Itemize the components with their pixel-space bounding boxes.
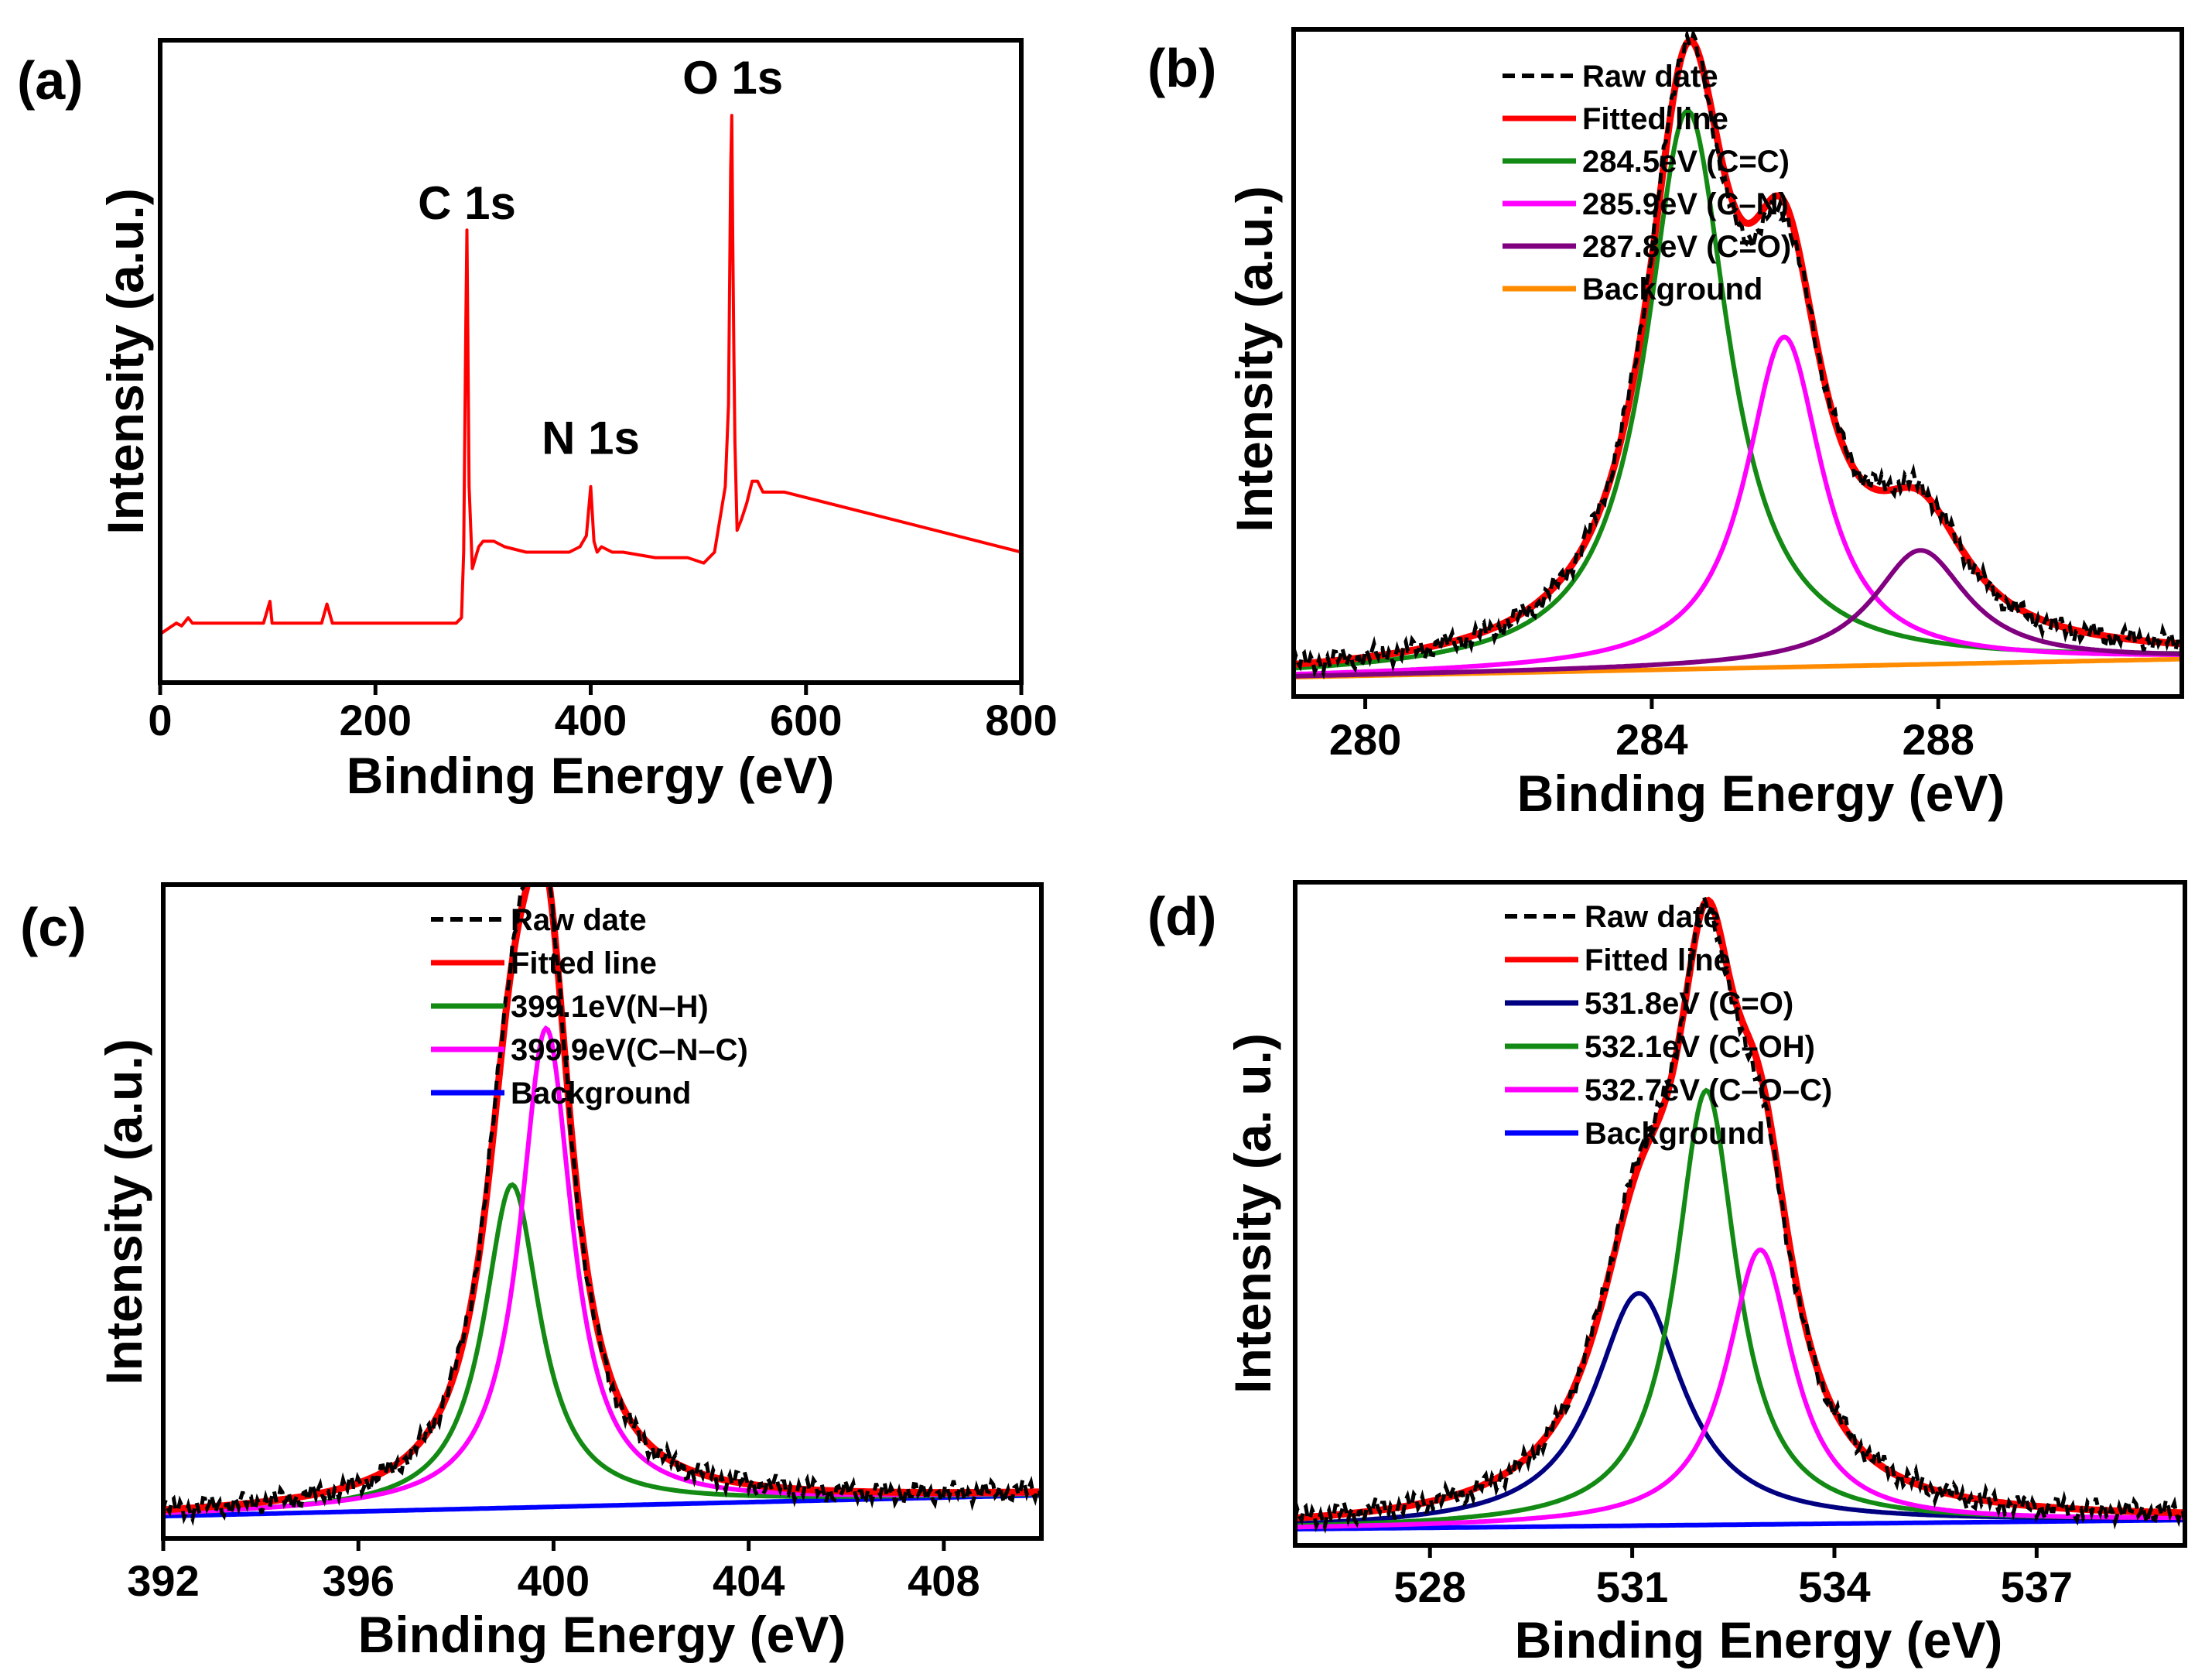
panel-d-legend-label: Raw date bbox=[1585, 900, 1721, 934]
panel-b-series-group bbox=[1294, 29, 2182, 680]
panel-c-y-axis-title: Intensity (a.u.) bbox=[95, 1039, 152, 1384]
panel-d-series-background bbox=[1295, 1518, 2185, 1532]
panel-a-series-survey bbox=[160, 114, 1021, 635]
panel-d-legend-label: Fitted line bbox=[1585, 943, 1731, 977]
panel-a-series-group bbox=[160, 114, 1021, 635]
panel-b-x-tick-label: 280 bbox=[1329, 715, 1401, 764]
panel-d-legend-label: 532.1eV (C–OH) bbox=[1585, 1030, 1815, 1064]
panel-a-annotation-c-1s: C 1s bbox=[418, 177, 516, 229]
panel-c-series-group bbox=[163, 885, 1041, 1526]
panel-d-series-group bbox=[1295, 896, 2185, 1534]
panel-c-x-tick-label: 396 bbox=[323, 1556, 395, 1605]
panel-c-legend-label: 399.9eV(C–N–C) bbox=[511, 1033, 748, 1067]
panel-d-x-tick-label: 534 bbox=[1798, 1562, 1870, 1611]
panel-c-x-tick-label: 392 bbox=[127, 1556, 199, 1605]
panel-d-y-axis-title: Intensity (a. u.) bbox=[1224, 1033, 1281, 1394]
panel-c-legend: Raw date Fitted line 399.1eV(N–H) 399.9eV(C… bbox=[431, 903, 748, 1111]
panel-c-legend-label: 399.1eV(N–H) bbox=[511, 990, 709, 1024]
panel-c-legend-label: Fitted line bbox=[511, 946, 657, 981]
panel-b-plot: 280 284 288 bbox=[1294, 29, 2182, 764]
panel-a-frame bbox=[158, 38, 1024, 685]
panel-b-legend: Raw date Fitted line 284.5eV (C=C) 285.9eV … bbox=[1503, 60, 1791, 306]
panel-a-label: (a) bbox=[17, 50, 84, 111]
panel-d-legend-label: 532.7eV (C–O–C) bbox=[1585, 1073, 1832, 1107]
panel-b-x-axis-title: Binding Energy (eV) bbox=[1517, 765, 2005, 822]
panel-d-series-531-8ev-c-o bbox=[1295, 1291, 2185, 1526]
panel-b-frame bbox=[1291, 27, 2184, 699]
panel-d-x-axis-title: Binding Energy (eV) bbox=[1515, 1611, 2003, 1668]
panel-d-x-tick-label: 531 bbox=[1596, 1562, 1668, 1611]
panel-a-y-axis-title: Intensity (a.u.) bbox=[97, 188, 154, 534]
panel-a-x-tick-label: 800 bbox=[985, 696, 1057, 744]
panel-b-legend-label: Raw date bbox=[1582, 60, 1718, 94]
panel-d-legend-label: 531.8eV (C=O) bbox=[1585, 987, 1793, 1021]
panel-c-legend-label: Raw date bbox=[511, 903, 647, 937]
panel-b-legend-label: 287.8eV (C=O) bbox=[1582, 230, 1791, 264]
panel-c-legend-label: Background bbox=[511, 1076, 691, 1111]
panel-b-series-287-8ev-c-o bbox=[1294, 548, 2182, 679]
panel-a-x-tick-label: 0 bbox=[148, 696, 172, 744]
panel-a-x-tick-label: 600 bbox=[770, 696, 842, 744]
panel-d-frame bbox=[1293, 880, 2187, 1548]
panel-a-x-tick-label: 400 bbox=[555, 696, 627, 744]
panel-b-series-285-9ev-c-n bbox=[1294, 334, 2182, 677]
panel-d-series-raw-date bbox=[1295, 896, 2185, 1534]
panel-c-x-tick-label: 400 bbox=[518, 1556, 590, 1605]
panel-c-x-tick-label: 404 bbox=[713, 1556, 785, 1605]
panel-a-annotation-n-1s: N 1s bbox=[542, 412, 640, 464]
panel-a: (a) 0 200 400 600 800 C 1s N 1s O 1s Binding En… bbox=[17, 38, 1058, 804]
panel-d-plot: 528 531 534 537 bbox=[1295, 896, 2185, 1611]
panel-b-x-tick-label: 288 bbox=[1903, 715, 1974, 764]
panel-c-x-axis-title: Binding Energy (eV) bbox=[358, 1606, 846, 1663]
panel-a-x-axis-title: Binding Energy (eV) bbox=[347, 747, 835, 804]
panel-b-legend-label: 285.9eV (C–N) bbox=[1582, 187, 1789, 221]
panel-b-legend-label: Fitted line bbox=[1582, 102, 1728, 136]
panel-c-series-raw-date bbox=[163, 885, 1041, 1526]
panel-d: (d) 528 531 534 537 Raw date Fitted line 531.… bbox=[1147, 880, 2187, 1668]
panel-b-y-axis-title: Intensity (a.u.) bbox=[1226, 186, 1283, 532]
panel-c-label: (c) bbox=[20, 897, 87, 957]
panel-d-legend: Raw date Fitted line 531.8eV (C=O) 532.1eV … bbox=[1505, 900, 1832, 1151]
panel-d-x-tick-label: 537 bbox=[2001, 1562, 2073, 1611]
panel-a-plot: 0 200 400 600 800 C 1s N 1s O 1s bbox=[148, 52, 1057, 744]
panel-b-series-fitted-line bbox=[1294, 37, 2182, 668]
panel-c-frame bbox=[161, 882, 1044, 1541]
panel-b-legend-label: Background bbox=[1582, 272, 1762, 306]
panel-c-plot: 392 396 400 404 408 bbox=[127, 885, 1041, 1605]
panel-b-series-raw-date bbox=[1294, 29, 2182, 680]
panel-a-x-tick-label: 200 bbox=[340, 696, 412, 744]
panel-d-x-tick-label: 528 bbox=[1394, 1562, 1466, 1611]
panel-d-label: (d) bbox=[1147, 886, 1216, 946]
panel-b: (b) 280 284 288 Raw date Fitted line 284.5eV… bbox=[1147, 27, 2184, 822]
panel-d-legend-label: Background bbox=[1585, 1117, 1765, 1151]
panel-a-annotation-o-1s: O 1s bbox=[682, 52, 783, 104]
panel-b-label: (b) bbox=[1147, 38, 1216, 98]
panel-c-x-tick-label: 408 bbox=[908, 1556, 980, 1605]
panel-b-legend-label: 284.5eV (C=C) bbox=[1582, 145, 1790, 179]
panel-b-x-tick-label: 284 bbox=[1615, 715, 1687, 764]
